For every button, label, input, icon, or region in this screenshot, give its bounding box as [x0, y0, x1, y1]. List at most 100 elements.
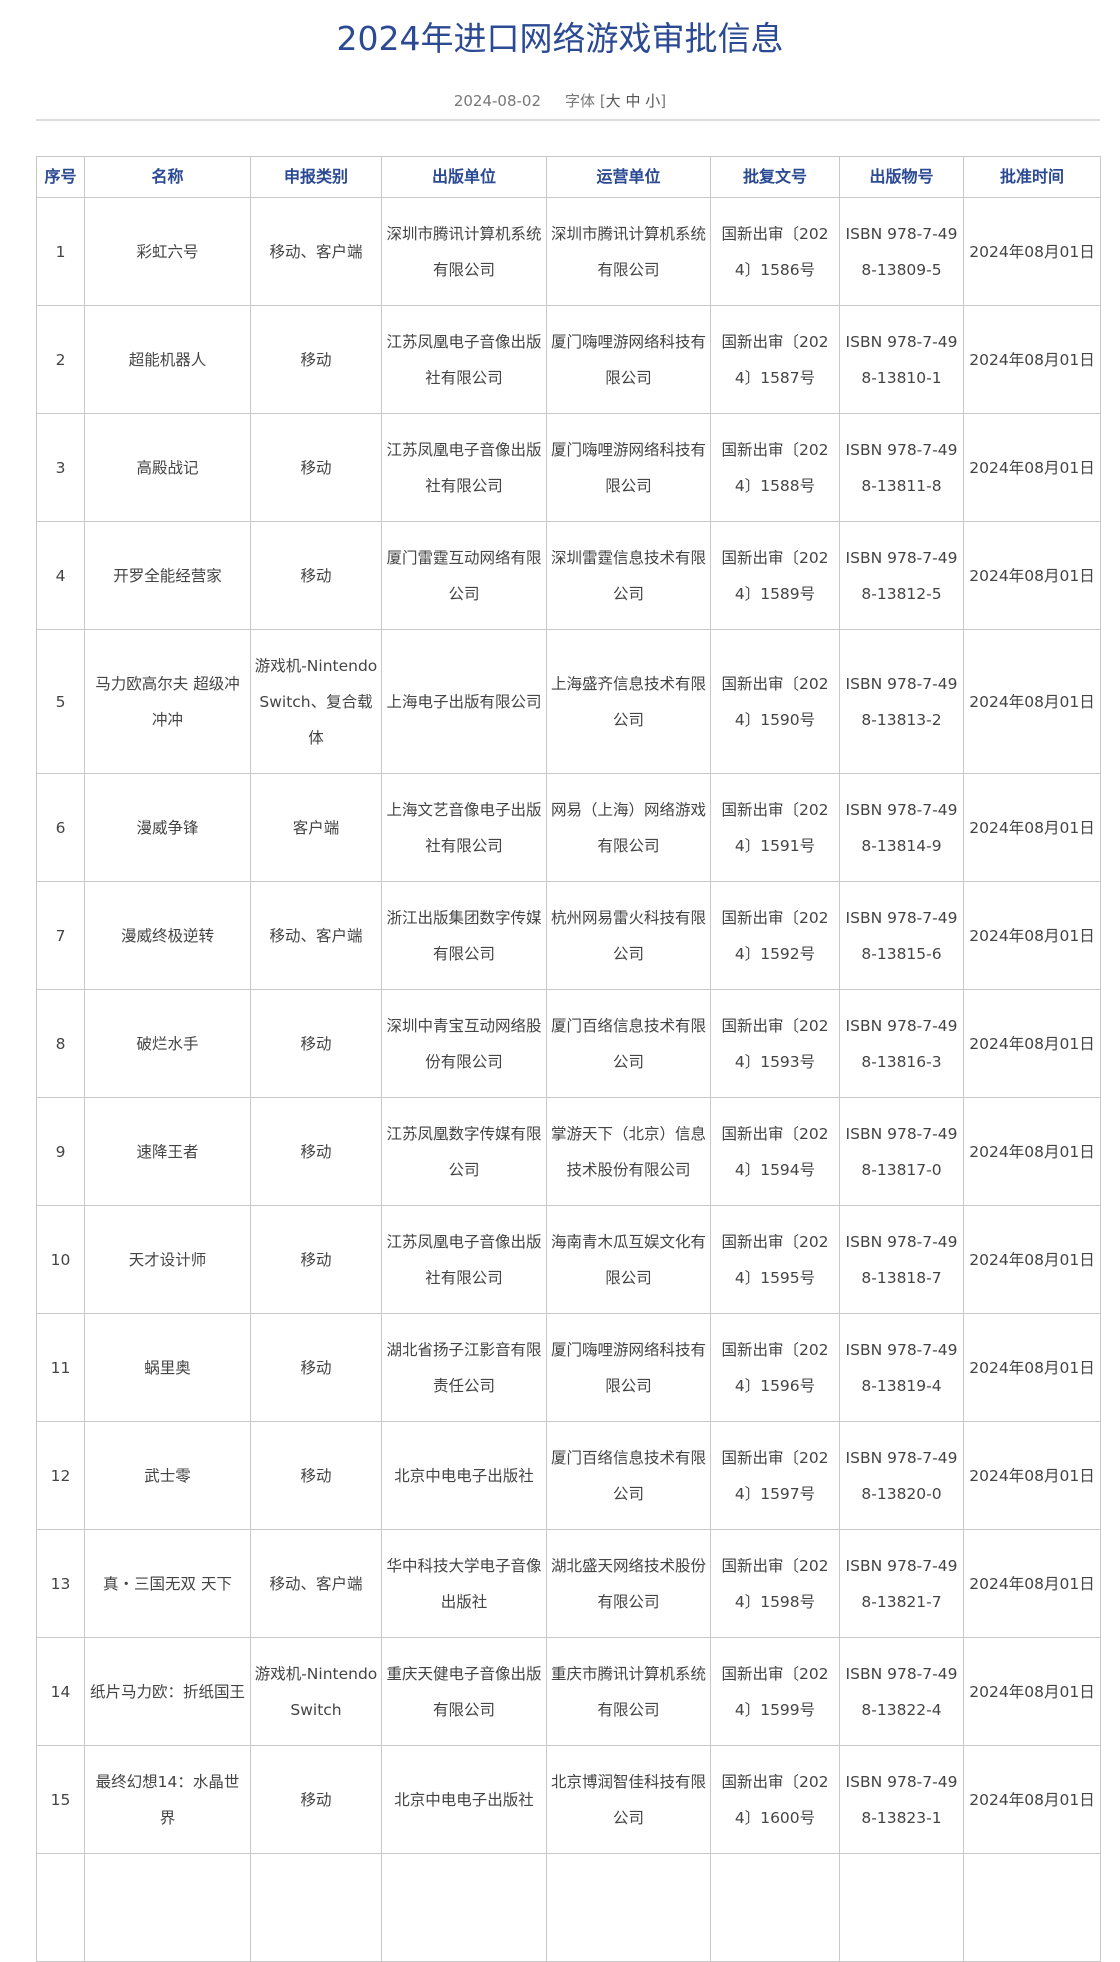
cell-name: 武士零: [84, 1421, 251, 1530]
cell-isbn: ISBN 978-7-498-13811-8: [839, 413, 964, 522]
cell-operator: 厦门嗨哩游网络科技有限公司: [546, 305, 711, 414]
header-isbn: 出版物号: [839, 156, 964, 198]
cell-category: 移动: [250, 1745, 382, 1854]
cell-approval-date: 2024年08月01日: [963, 305, 1101, 414]
cell-publisher: 上海电子出版有限公司: [381, 629, 547, 774]
cell-name: 开罗全能经营家: [84, 521, 251, 630]
table-row: [36, 1853, 1101, 1962]
cell-approval-date: 2024年08月01日: [963, 1097, 1101, 1206]
cell-publisher: 厦门雷霆互动网络有限公司: [381, 521, 547, 630]
cell-approval-date: [963, 1853, 1101, 1962]
cell-operator: 深圳市腾讯计算机系统有限公司: [546, 197, 711, 306]
table-row: 4 开罗全能经营家 移动 厦门雷霆互动网络有限公司 深圳雷霆信息技术有限公司 国新出审〔2…: [36, 521, 1101, 630]
cell-category: 移动: [250, 413, 382, 522]
cell-approval-date: 2024年08月01日: [963, 989, 1101, 1098]
cell-index: 5: [36, 629, 85, 774]
cell-index: 14: [36, 1637, 85, 1746]
cell-name: 超能机器人: [84, 305, 251, 414]
table-row: 9 速降王者 移动 江苏凤凰数字传媒有限公司 掌游天下（北京）信息技术股份有限公司 国新出…: [36, 1097, 1101, 1206]
cell-index: 12: [36, 1421, 85, 1530]
cell-publisher: 上海文艺音像电子出版社有限公司: [381, 773, 547, 882]
cell-index: [36, 1853, 85, 1962]
cell-index: 13: [36, 1529, 85, 1638]
cell-category: 游戏机-Nintendo Switch、复合载体: [250, 629, 382, 774]
cell-category: [250, 1853, 382, 1962]
font-size-label: 字体: [565, 92, 596, 110]
cell-category: 移动、客户端: [250, 881, 382, 990]
cell-isbn: ISBN 978-7-498-13817-0: [839, 1097, 964, 1206]
cell-name: 马力欧高尔夫 超级冲冲冲: [84, 629, 251, 774]
table-row: 8 破烂水手 移动 深圳中青宝互动网络股份有限公司 厦门百络信息技术有限公司 国新出审〔2…: [36, 989, 1101, 1098]
cell-operator: 重庆市腾讯计算机系统有限公司: [546, 1637, 711, 1746]
cell-index: 7: [36, 881, 85, 990]
cell-operator: 厦门百络信息技术有限公司: [546, 989, 711, 1098]
cell-approval-number: 国新出审〔2024〕1591号: [710, 773, 840, 882]
cell-name: 彩虹六号: [84, 197, 251, 306]
cell-isbn: ISBN 978-7-498-13818-7: [839, 1205, 964, 1314]
cell-operator: 厦门百络信息技术有限公司: [546, 1421, 711, 1530]
cell-name: 蜗里奥: [84, 1313, 251, 1422]
cell-index: 9: [36, 1097, 85, 1206]
cell-approval-date: 2024年08月01日: [963, 1529, 1101, 1638]
header-approval-number: 批复文号: [710, 156, 840, 198]
cell-operator: 上海盛齐信息技术有限公司: [546, 629, 711, 774]
cell-index: 3: [36, 413, 85, 522]
table-row: 12 武士零 移动 北京中电电子出版社 厦门百络信息技术有限公司 国新出审〔2024〕15…: [36, 1421, 1101, 1530]
cell-index: 10: [36, 1205, 85, 1314]
cell-category: 移动: [250, 521, 382, 630]
cell-approval-date: 2024年08月01日: [963, 881, 1101, 990]
header-index: 序号: [36, 156, 85, 198]
cell-isbn: ISBN 978-7-498-13821-7: [839, 1529, 964, 1638]
cell-operator: 掌游天下（北京）信息技术股份有限公司: [546, 1097, 711, 1206]
cell-approval-number: 国新出审〔2024〕1589号: [710, 521, 840, 630]
cell-isbn: ISBN 978-7-498-13820-0: [839, 1421, 964, 1530]
cell-approval-number: 国新出审〔2024〕1587号: [710, 305, 840, 414]
cell-approval-number: 国新出审〔2024〕1595号: [710, 1205, 840, 1314]
table-row: 7 漫威终极逆转 移动、客户端 浙江出版集团数字传媒有限公司 杭州网易雷火科技有限公司国…: [36, 881, 1101, 990]
cell-category: 移动: [250, 1313, 382, 1422]
cell-approval-date: 2024年08月01日: [963, 197, 1101, 306]
cell-isbn: ISBN 978-7-498-13815-6: [839, 881, 964, 990]
header-category: 申报类别: [250, 156, 382, 198]
cell-approval-date: 2024年08月01日: [963, 629, 1101, 774]
cell-operator: [546, 1853, 711, 1962]
cell-category: 移动: [250, 1205, 382, 1314]
cell-publisher: 北京中电电子出版社: [381, 1421, 547, 1530]
cell-index: 8: [36, 989, 85, 1098]
cell-category: 移动: [250, 1421, 382, 1530]
cell-name: 天才设计师: [84, 1205, 251, 1314]
cell-operator: 湖北盛天网络技术股份有限公司: [546, 1529, 711, 1638]
page-title: 2024年进口网络游戏审批信息: [336, 19, 784, 58]
cell-approval-date: 2024年08月01日: [963, 1637, 1101, 1746]
cell-operator: 海南青木瓜互娱文化有限公司: [546, 1205, 711, 1314]
cell-isbn: ISBN 978-7-498-13814-9: [839, 773, 964, 882]
font-size-large[interactable]: 大: [605, 92, 621, 110]
cell-operator: 北京博润智佳科技有限公司: [546, 1745, 711, 1854]
table-row: 10 天才设计师 移动 江苏凤凰电子音像出版社有限公司 海南青木瓜互娱文化有限公司 国新出…: [36, 1205, 1101, 1314]
header-approval-date: 批准时间: [963, 156, 1101, 198]
cell-name: 最终幻想14：水晶世界: [84, 1745, 251, 1854]
table-row: 2 超能机器人 移动 江苏凤凰电子音像出版社有限公司 厦门嗨哩游网络科技有限公司 国新出审…: [36, 305, 1101, 414]
table-row: 15 最终幻想14：水晶世界 移动 北京中电电子出版社 北京博润智佳科技有限公司 国新出审…: [36, 1745, 1101, 1854]
cell-publisher: 浙江出版集团数字传媒有限公司: [381, 881, 547, 990]
table-row: 3 高殿战记 移动 江苏凤凰电子音像出版社有限公司 厦门嗨哩游网络科技有限公司 国新出审〔…: [36, 413, 1101, 522]
cell-index: 2: [36, 305, 85, 414]
cell-name: 速降王者: [84, 1097, 251, 1206]
cell-category: 游戏机-Nintendo Switch: [250, 1637, 382, 1746]
cell-approval-date: 2024年08月01日: [963, 1205, 1101, 1314]
cell-operator: 杭州网易雷火科技有限公司: [546, 881, 711, 990]
cell-approval-number: 国新出审〔2024〕1599号: [710, 1637, 840, 1746]
cell-isbn: ISBN 978-7-498-13809-5: [839, 197, 964, 306]
cell-publisher: 深圳中青宝互动网络股份有限公司: [381, 989, 547, 1098]
cell-approval-date: 2024年08月01日: [963, 521, 1101, 630]
cell-publisher: 湖北省扬子江影音有限责任公司: [381, 1313, 547, 1422]
font-size-medium[interactable]: 中: [625, 92, 641, 110]
font-size-small[interactable]: 小: [645, 92, 661, 110]
table-row: 6 漫威争锋 客户端 上海文艺音像电子出版社有限公司 网易（上海）网络游戏有限公司 国新出…: [36, 773, 1101, 882]
header-operator: 运营单位: [546, 156, 711, 198]
cell-isbn: ISBN 978-7-498-13822-4: [839, 1637, 964, 1746]
cell-publisher: 华中科技大学电子音像出版社: [381, 1529, 547, 1638]
cell-isbn: ISBN 978-7-498-13813-2: [839, 629, 964, 774]
approval-table: 序号 名称 申报类别 出版单位 运营单位 批复文号 出版物号 批准时间 1 彩虹六…: [36, 156, 1101, 1962]
cell-index: 1: [36, 197, 85, 306]
